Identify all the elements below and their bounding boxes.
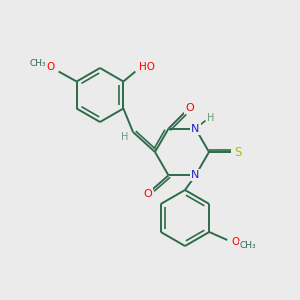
- Text: O: O: [46, 62, 55, 73]
- Text: H: H: [121, 132, 129, 142]
- Text: O: O: [143, 189, 152, 200]
- Text: N: N: [191, 170, 200, 180]
- Text: CH₃: CH₃: [240, 242, 256, 250]
- Text: S: S: [234, 146, 242, 158]
- Text: HO: HO: [140, 62, 155, 73]
- Text: O: O: [185, 103, 194, 112]
- Text: CH₃: CH₃: [29, 59, 46, 68]
- Text: O: O: [231, 237, 239, 247]
- Text: H: H: [207, 112, 214, 123]
- Text: N: N: [191, 124, 200, 134]
